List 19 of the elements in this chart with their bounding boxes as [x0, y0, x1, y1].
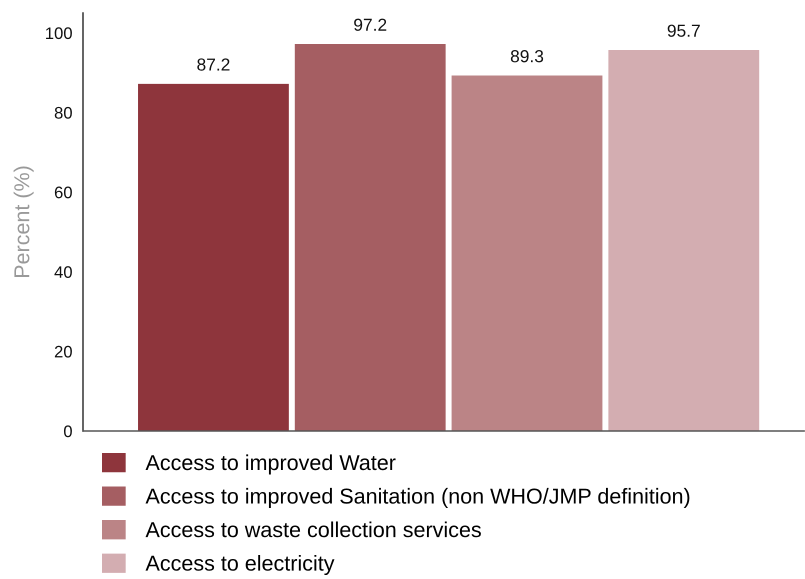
y-tick-label: 40 — [54, 266, 72, 278]
y-axis-title: Percent (%) — [14, 166, 34, 278]
data-label: 89.3 — [510, 50, 544, 62]
bar — [294, 44, 446, 431]
y-tick-label: 20 — [54, 346, 72, 358]
legend-label: Access to electricity — [146, 554, 334, 576]
y-tick-label: 80 — [54, 106, 72, 119]
bar — [138, 84, 289, 431]
bar — [452, 76, 602, 431]
legend-label: Access to improved Water — [146, 454, 396, 474]
legend-label: Access to improved Sanitation (non WHO/JMP definition) — [146, 488, 690, 508]
y-tick-label: 60 — [54, 186, 72, 198]
y-tick-label: 0 — [64, 425, 72, 438]
bar — [608, 50, 760, 431]
legend-label: Access to waste collection services — [146, 521, 481, 538]
y-tick-label: 100 — [46, 27, 72, 40]
data-label: 87.2 — [197, 58, 230, 71]
data-label: 97.2 — [354, 18, 386, 31]
data-label: 95.7 — [668, 24, 700, 37]
